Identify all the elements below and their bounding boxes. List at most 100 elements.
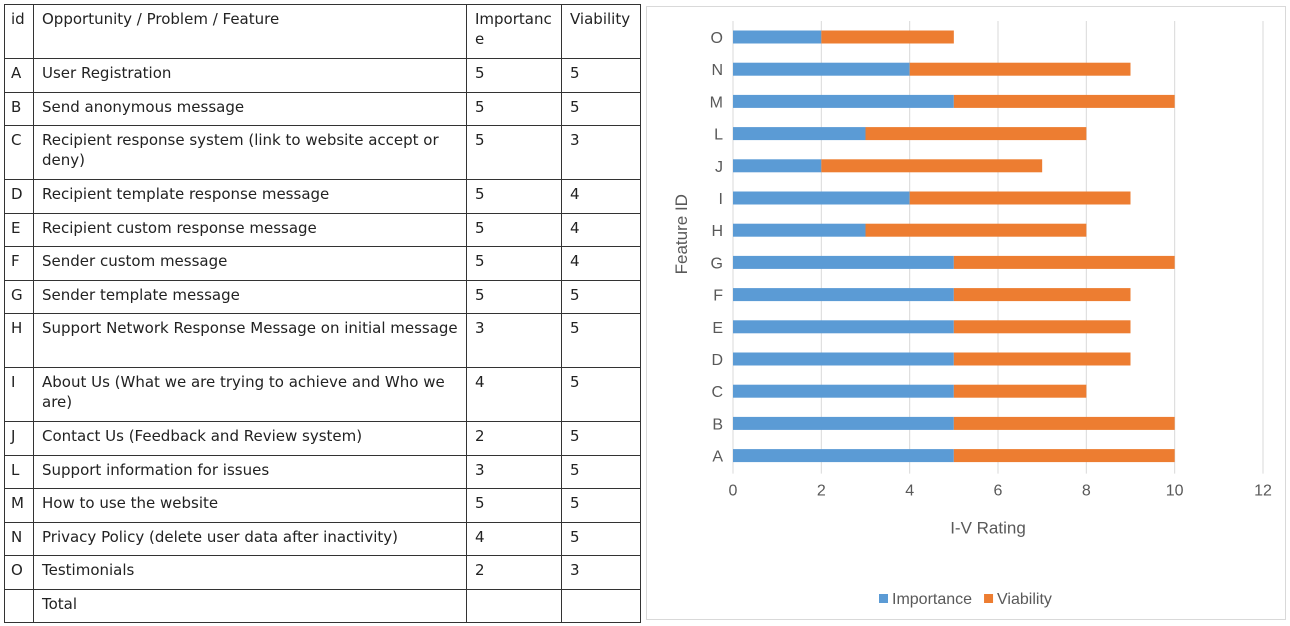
row-viability: 5	[561, 454, 641, 489]
row-feature: Recipient template response message	[33, 179, 467, 214]
row-feature: Send anonymous message	[33, 91, 467, 126]
row-feature: User Registration	[33, 58, 467, 93]
y-tick-label: I	[719, 191, 723, 208]
table-row: D Recipient template response message 5 4	[4, 179, 641, 214]
row-feature: Sender template message	[33, 279, 467, 314]
row-viability: 5	[561, 421, 641, 456]
x-axis-title: I-V Rating	[950, 519, 1026, 538]
y-tick-label: O	[711, 30, 723, 47]
bar-viability-i	[909, 191, 1131, 205]
row-viability: 3	[561, 555, 641, 590]
table-header-row: id Opportunity / Problem / Feature Importa…	[4, 4, 641, 59]
row-viability: 5	[561, 58, 641, 93]
table-row: O Testimonials 2 3	[4, 555, 641, 590]
row-importance: 5	[466, 488, 562, 523]
row-viability: 4	[561, 212, 641, 247]
bar-importance-f	[733, 288, 954, 302]
table-total-row: Total	[4, 588, 641, 623]
row-importance: 4	[466, 521, 562, 556]
bar-viability-j	[821, 159, 1043, 173]
row-id: D	[4, 179, 34, 214]
legend-swatch-importance	[879, 594, 888, 603]
table-row: G Sender template message 5 5	[4, 279, 641, 314]
bar-importance-h	[733, 223, 866, 237]
row-importance: 5	[466, 125, 562, 180]
row-id: B	[4, 91, 34, 126]
row-id: E	[4, 212, 34, 247]
y-tick-label: H	[711, 223, 723, 240]
row-feature: Testimonials	[33, 555, 467, 590]
y-tick-label: E	[712, 320, 723, 337]
y-tick-label: G	[711, 255, 723, 272]
row-importance: 2	[466, 555, 562, 590]
total-viability	[561, 588, 641, 623]
row-id: G	[4, 279, 34, 314]
row-importance: 4	[466, 367, 562, 422]
bar-viability-m	[953, 94, 1175, 108]
table-row: L Support information for issues 3 5	[4, 454, 641, 489]
bar-importance-c	[733, 384, 954, 398]
chart-area: A B C D E F G H I J L M N O 0 2 4 6 8 10 12 I-V Rating Feature…	[646, 6, 1286, 620]
row-importance: 5	[466, 212, 562, 247]
column-header: Opportunity / Problem / Feature	[33, 4, 467, 59]
x-tick-label: 12	[1254, 483, 1272, 500]
row-id: N	[4, 521, 34, 556]
y-tick-label: D	[711, 352, 723, 369]
legend-label-importance: Importance	[892, 591, 972, 608]
bar-viability-c	[953, 384, 1087, 398]
y-tick-label: B	[712, 416, 723, 433]
row-importance: 3	[466, 454, 562, 489]
row-id: I	[4, 367, 34, 422]
row-feature: Recipient response system (link to websi…	[33, 125, 467, 180]
bar-viability-n	[909, 62, 1131, 76]
row-id: C	[4, 125, 34, 180]
y-tick-label: L	[714, 127, 723, 144]
row-viability: 4	[561, 246, 641, 281]
bar-importance-d	[733, 352, 954, 366]
row-viability: 3	[561, 125, 641, 180]
bar-importance-n	[733, 62, 910, 76]
row-viability: 5	[561, 367, 641, 422]
table-row: C Recipient response system (link to webs…	[4, 125, 641, 180]
row-viability: 5	[561, 488, 641, 523]
bar-viability-g	[953, 255, 1175, 269]
feature-table: id Opportunity / Problem / Feature Importa…	[4, 4, 641, 623]
row-viability: 5	[561, 521, 641, 556]
legend-swatch-viability	[984, 594, 994, 603]
y-tick-label: C	[711, 384, 723, 401]
bar-importance-g	[733, 255, 954, 269]
row-id: L	[4, 454, 34, 489]
column-header: Viability	[561, 4, 641, 59]
row-id: J	[4, 421, 34, 456]
row-feature: Support Network Response Message on init…	[33, 313, 467, 368]
y-tick-label: J	[715, 159, 723, 176]
row-id: M	[4, 488, 34, 523]
y-tick-label: A	[712, 449, 723, 466]
x-tick-label: 2	[817, 483, 826, 500]
row-feature: Support information for issues	[33, 454, 467, 489]
bar-viability-l	[865, 127, 1087, 141]
table-row: H Support Network Response Message on ini…	[4, 313, 641, 368]
row-feature: Contact Us (Feedback and Review system)	[33, 421, 467, 456]
bar-viability-d	[953, 352, 1131, 366]
row-importance: 5	[466, 179, 562, 214]
legend-label-viability: Viability	[997, 591, 1052, 608]
table-row: F Sender custom message 5 4	[4, 246, 641, 281]
bar-viability-e	[953, 320, 1131, 334]
bar-importance-l	[733, 127, 866, 141]
row-id: A	[4, 58, 34, 93]
column-header: Importance	[466, 4, 562, 59]
total-label: Total	[33, 588, 467, 623]
table-row: M How to use the website 5 5	[4, 488, 641, 523]
row-importance: 5	[466, 58, 562, 93]
table-row: N Privacy Policy (delete user data after …	[4, 521, 641, 556]
bar-viability-a	[953, 449, 1175, 463]
y-tick-label: F	[713, 288, 723, 305]
x-tick-label: 8	[1082, 483, 1091, 500]
row-viability: 5	[561, 279, 641, 314]
x-tick-label: 10	[1166, 483, 1184, 500]
row-feature: Privacy Policy (delete user data after i…	[33, 521, 467, 556]
bar-importance-a	[733, 449, 954, 463]
row-viability: 4	[561, 179, 641, 214]
